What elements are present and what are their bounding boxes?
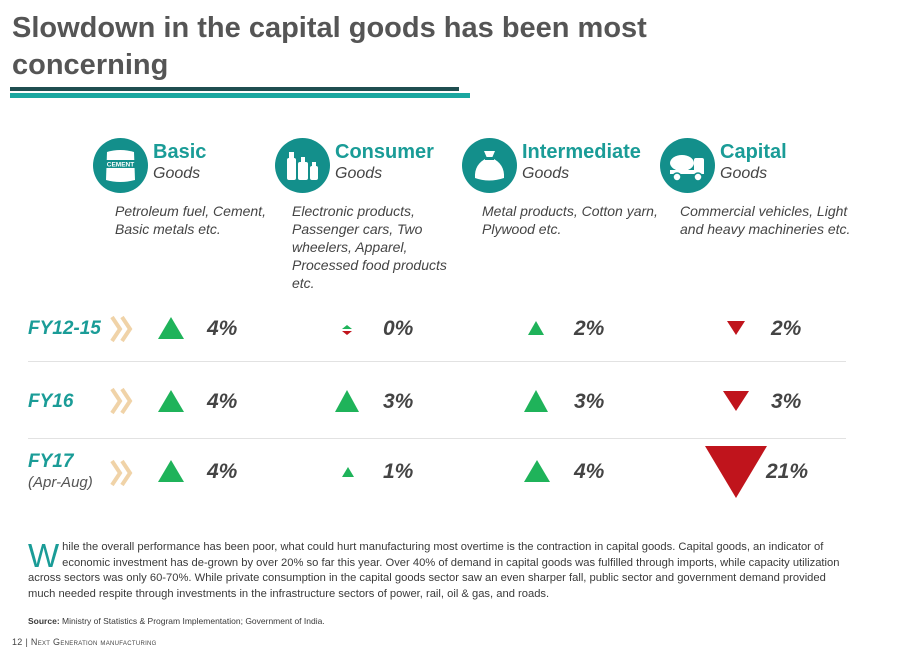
chevron-right-icon (110, 387, 133, 415)
down-arrow-icon (727, 321, 745, 335)
source-label: Source: (28, 616, 60, 626)
cement-truck-icon (660, 138, 715, 193)
up-arrow-icon (158, 317, 184, 339)
category-sub: Goods (153, 165, 201, 182)
chevron-right-icon (110, 315, 133, 343)
row-sublabel-fy17: (Apr-Aug) (28, 474, 93, 491)
source-text: Ministry of Statistics & Program Impleme… (62, 616, 325, 626)
up-arrow-icon (524, 390, 548, 412)
row-label-fy17: FY17 (28, 451, 74, 472)
category-name: Basic (153, 141, 207, 163)
down-arrow-icon (723, 391, 749, 411)
value-capital-fy16: 3% (771, 390, 802, 413)
page-number: 12 (12, 637, 23, 647)
title-rule-teal (10, 93, 470, 98)
chevron-right-icon (110, 459, 133, 487)
footer-text: Next Generation manufacturing (30, 637, 157, 647)
sack-icon (462, 138, 517, 193)
value-basic-fy17: 4% (207, 460, 238, 483)
row-label-fy16: FY16 (28, 391, 74, 412)
cement-bag-label: CEMENT (107, 162, 134, 169)
page-title: Slowdown in the capital goods has been m… (12, 12, 647, 81)
category-name: Capital (720, 141, 787, 163)
value-consumer-fy12-15: 0% (383, 317, 414, 340)
value-basic-fy12-15: 4% (207, 317, 238, 340)
page-footer: 12 | Next Generation manufacturing (12, 637, 157, 647)
summary-text: hile the overall performance has been po… (28, 541, 840, 600)
category-name: Consumer (335, 141, 434, 163)
up-arrow-icon (342, 467, 354, 477)
row-divider (28, 438, 846, 439)
value-capital-fy17: 21% (766, 460, 809, 483)
value-capital-fy12-15: 2% (771, 317, 802, 340)
up-arrow-icon (158, 390, 184, 412)
up-arrow-icon (528, 321, 544, 335)
down-arrow-icon (705, 446, 767, 498)
cement-bag-icon: CEMENT (93, 138, 148, 193)
value-intermediate-fy17: 4% (574, 460, 605, 483)
up-arrow-icon (335, 390, 359, 412)
row-label-fy12-15: FY12-15 (28, 318, 101, 339)
value-consumer-fy16: 3% (383, 390, 414, 413)
value-basic-fy16: 4% (207, 390, 238, 413)
value-intermediate-fy12-15: 2% (574, 317, 605, 340)
footer-separator: | (25, 637, 29, 647)
category-desc-capital: Commercial vehicles, Light and heavy mac… (680, 203, 851, 237)
row-divider (28, 361, 846, 362)
category-desc-intermediate: Metal products, Cotton yarn, Plywood etc… (482, 203, 658, 237)
category-sub: Goods (522, 165, 570, 182)
value-intermediate-fy16: 3% (574, 390, 605, 413)
category-name: Intermediate (522, 141, 641, 163)
category-desc-consumer: Electronic products, Passenger cars, Two… (292, 203, 447, 291)
category-desc-basic: Petroleum fuel, Cement, Basic metals etc… (115, 203, 266, 237)
source-note: Source: Ministry of Statistics & Program… (28, 616, 325, 626)
up-arrow-icon (524, 460, 550, 482)
up-arrow-icon (158, 460, 184, 482)
bottles-icon (275, 138, 330, 193)
title-rule-dark (10, 87, 459, 91)
category-sub: Goods (335, 165, 383, 182)
value-consumer-fy17: 1% (383, 460, 414, 483)
flat-indicator-icon (342, 325, 352, 335)
dropcap: W (28, 537, 60, 574)
category-sub: Goods (720, 165, 768, 182)
